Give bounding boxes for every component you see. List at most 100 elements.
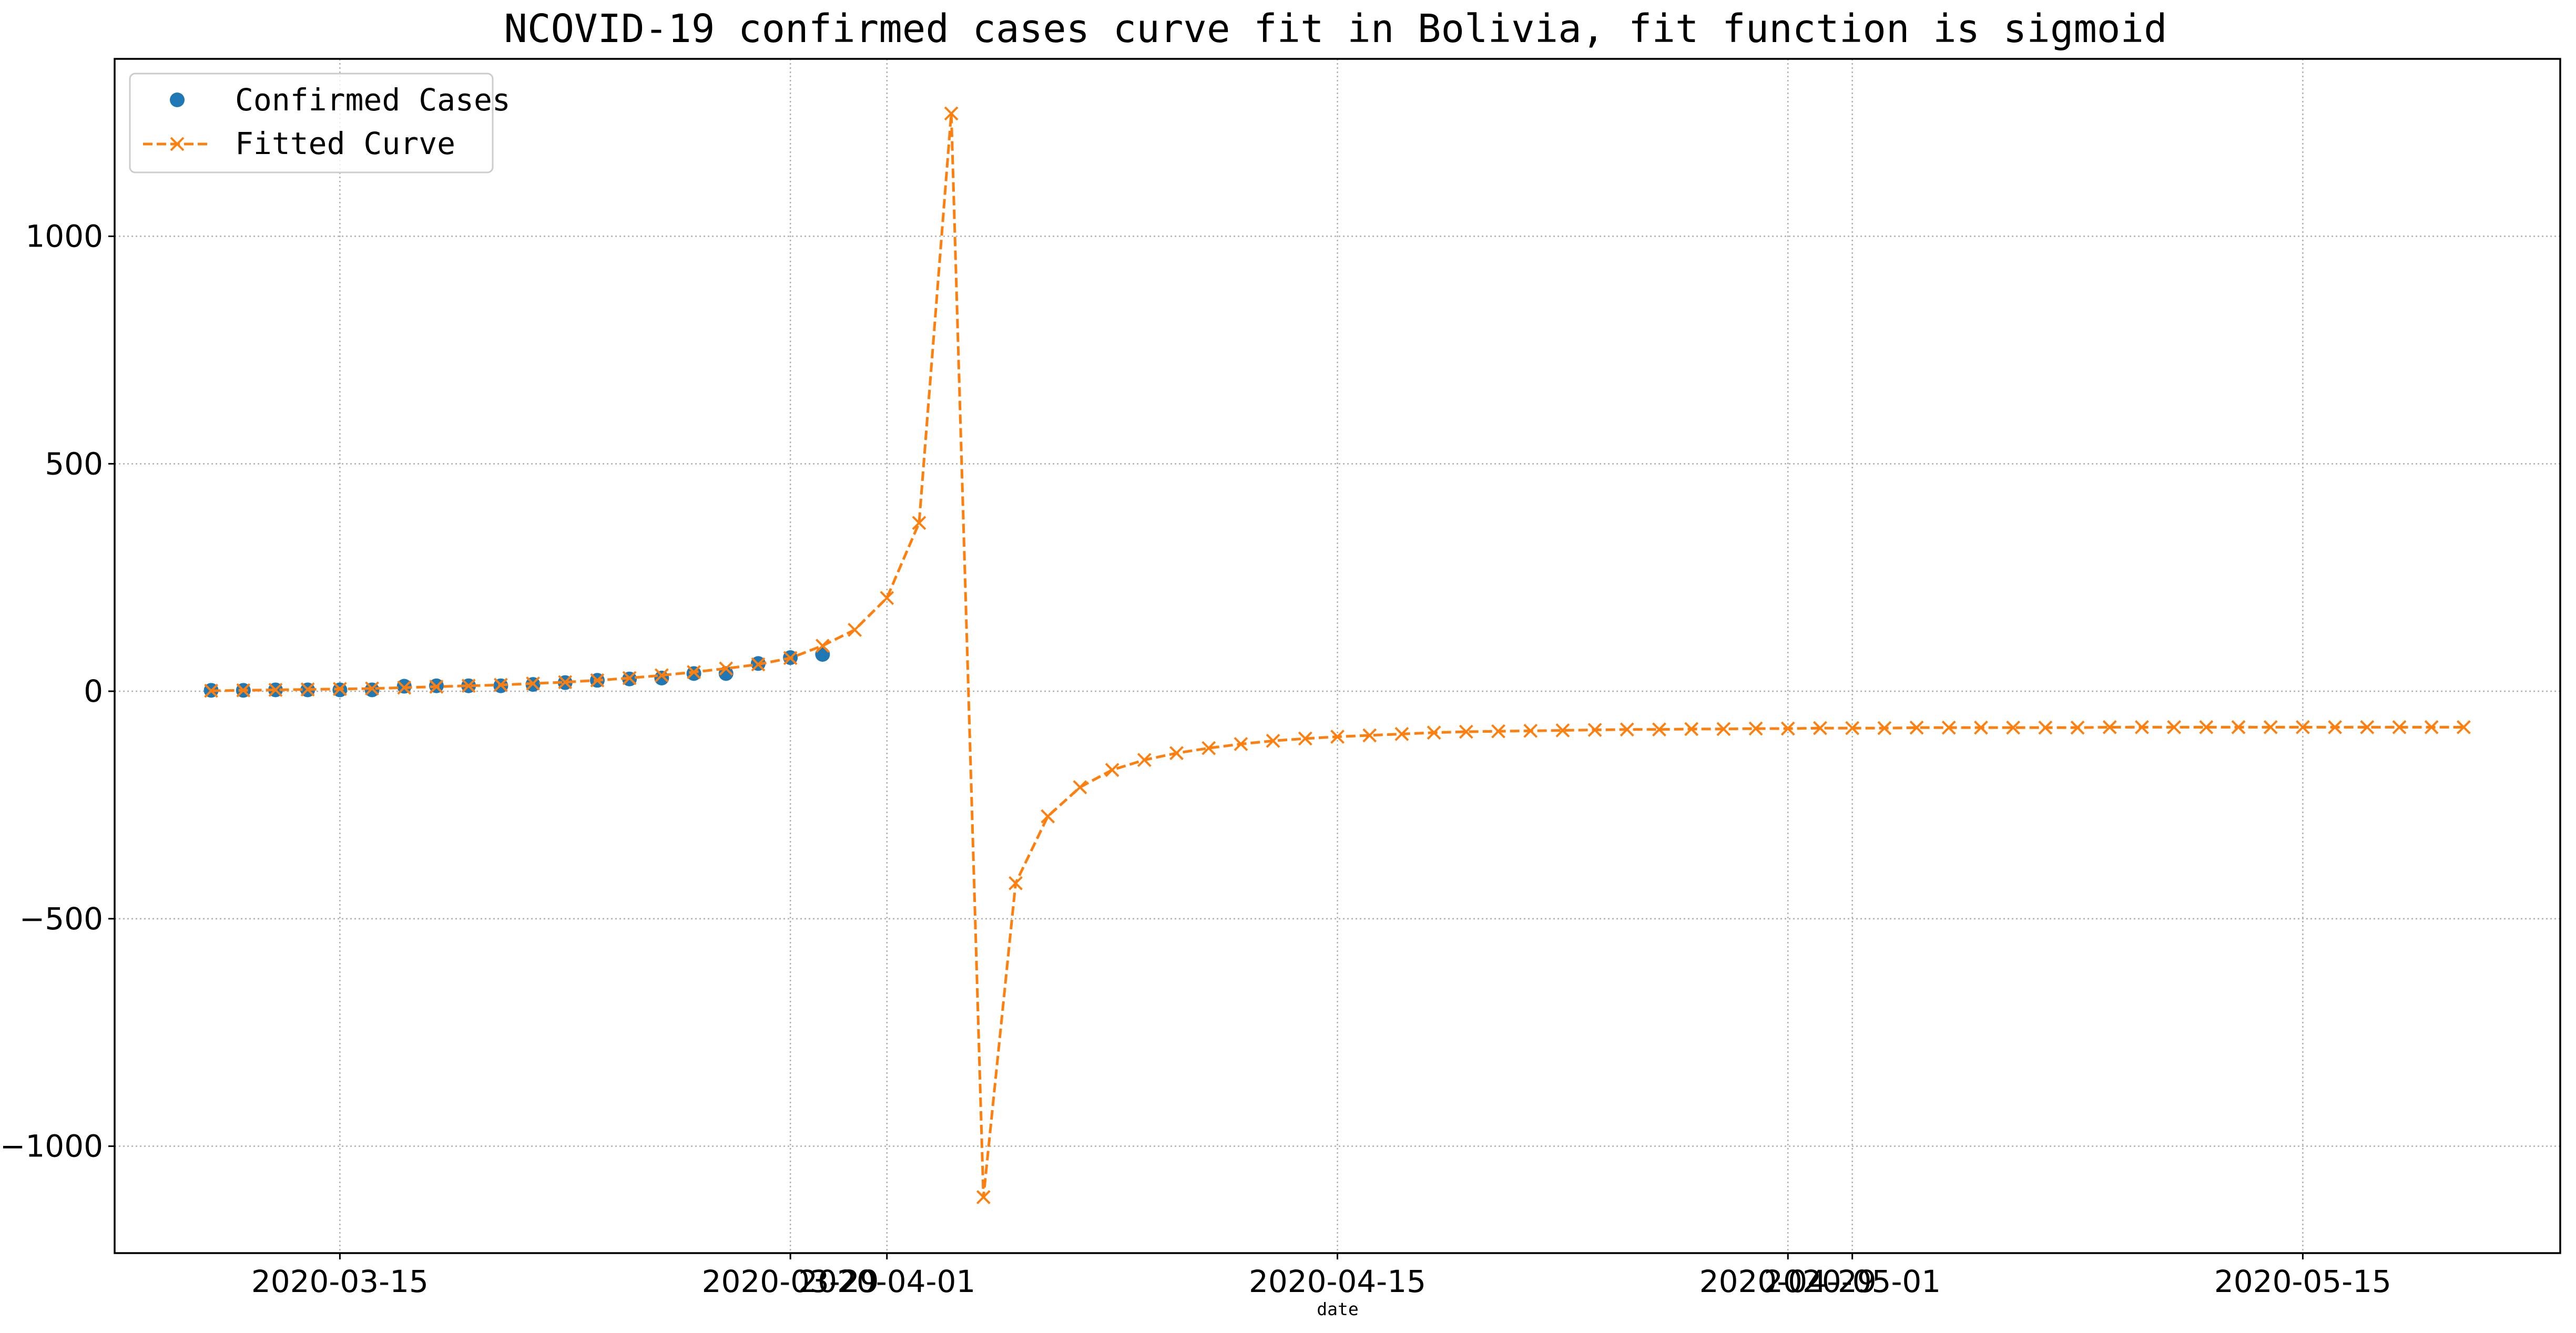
fitted-point (2199, 720, 2214, 734)
y-tick-label: 1000 (25, 219, 103, 254)
fitted-point (2424, 720, 2439, 734)
legend-dot (170, 93, 185, 107)
legend: Confirmed Cases Fitted Curve (129, 73, 511, 173)
fitted-point (1073, 780, 1087, 795)
fitted-point (1684, 722, 1699, 736)
fitted-point (654, 668, 669, 683)
fitted-point (1234, 737, 1248, 751)
fitted-point (1748, 721, 1763, 736)
plot-series (203, 106, 2471, 1204)
fitted-point (1105, 763, 1119, 777)
fitted-point (1974, 720, 1988, 735)
confirmed-point (654, 670, 669, 685)
fitted-point (365, 681, 379, 696)
y-tick-label: 500 (45, 446, 103, 481)
fitted-point (815, 639, 830, 653)
x-axis-label: date (1317, 1299, 1358, 1319)
fitted-point (2456, 720, 2471, 734)
fitted-point (1298, 731, 1312, 746)
fitted-point (1555, 723, 1570, 737)
fitted-point (429, 680, 444, 694)
fitted-point (2328, 720, 2343, 734)
fitted-point (1491, 724, 1505, 739)
series-fitted-curve (204, 106, 2471, 1204)
fitted-point (2135, 720, 2149, 734)
y-tick-label: −500 (19, 901, 103, 937)
fitted-point (1330, 730, 1345, 744)
fitted-point (912, 516, 926, 530)
fitted-point (526, 676, 540, 691)
fitted-point (558, 675, 573, 690)
fitted-point (204, 683, 219, 698)
fitted-point (1459, 724, 1473, 739)
fitted-point (1620, 722, 1634, 737)
x-tick-label: 2020-03-15 (251, 1264, 429, 1299)
x-tick-label: 2020-04-29 (1699, 1264, 1877, 1299)
fitted-point (1813, 721, 1827, 735)
fitted-point (1941, 720, 1956, 735)
fitted-point (2296, 720, 2310, 734)
fitted-point (1877, 721, 1892, 735)
fitted-point (2263, 720, 2278, 734)
fitted-point (848, 622, 862, 637)
fitted-point (880, 591, 894, 606)
fitted-point (2392, 720, 2407, 734)
fitted-point (976, 1190, 991, 1204)
fitted-point (1202, 741, 1216, 755)
legend-x-marker (170, 137, 185, 151)
fitted-point (268, 683, 283, 697)
fitted-point (2038, 720, 2053, 735)
fitted-point (300, 682, 315, 697)
fitted-point (1523, 723, 1538, 738)
fitted-point (1137, 753, 1152, 767)
legend-marker-fitted-curve (143, 137, 211, 151)
legend-label-confirmed-cases: Confirmed Cases (235, 82, 511, 118)
fitted-point (1041, 809, 1055, 824)
fitted-point (751, 657, 766, 672)
fitted-point (783, 651, 798, 665)
fitted-point (332, 682, 347, 696)
confirmed-point (815, 647, 830, 662)
y-tick-label: 0 (84, 673, 103, 709)
fitted-point (719, 661, 734, 676)
x-tick-label: 2020-05-15 (2214, 1264, 2391, 1299)
fitted-point (1362, 728, 1377, 743)
legend-marker-confirmed-cases (170, 93, 185, 107)
fitted-point (1394, 727, 1409, 741)
chart-title: NCOVID-19 confirmed cases curve fit in B… (504, 6, 2167, 52)
legend-label-fitted-curve: Fitted Curve (235, 126, 455, 161)
y-tick-label: −1000 (0, 1129, 103, 1164)
fitted-point (1587, 723, 1602, 737)
fitted-point (461, 679, 476, 693)
fitted-point (1009, 876, 1023, 890)
x-tick-label: 2020-04-15 (1249, 1264, 1426, 1299)
fitted-point (1169, 746, 1184, 761)
fitted-point (1716, 722, 1731, 736)
fitted-point (236, 683, 251, 698)
fitted-point (2231, 720, 2246, 734)
x-tick-label: 2020-03-29 (702, 1264, 879, 1299)
fitted-point (944, 106, 959, 121)
fitted-point (1909, 720, 1924, 735)
fitted-point (1845, 721, 1860, 735)
fitted-point (1780, 721, 1795, 736)
fitted-point (2102, 720, 2117, 734)
fitted-point (493, 678, 508, 692)
fitted-point (2070, 720, 2085, 735)
fitted-point (1652, 722, 1666, 737)
fitted-point (2167, 720, 2182, 734)
x-tick-label: 2020-05-01 (1764, 1264, 1941, 1299)
fitted-point (687, 665, 701, 680)
fitted-point (397, 680, 412, 695)
legend-box (129, 73, 494, 173)
fitted-point (2360, 720, 2375, 734)
fitted-point (622, 671, 637, 685)
fitted-point (590, 673, 605, 688)
x-tick-label: 2020-04-01 (798, 1264, 975, 1299)
fitted-point (1266, 734, 1280, 748)
fitted-point (1427, 725, 1441, 740)
fitted-point (2006, 720, 2021, 735)
